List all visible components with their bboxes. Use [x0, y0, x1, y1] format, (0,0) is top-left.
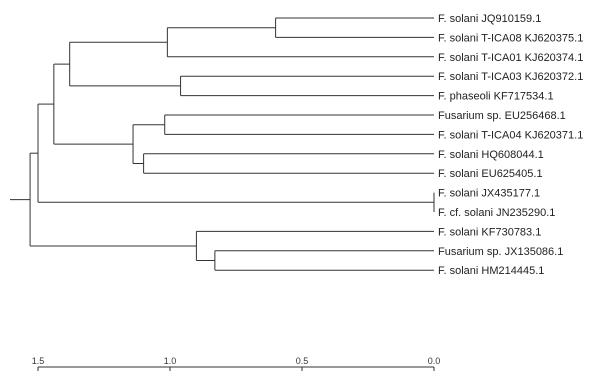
leaf-label: F. solani T-ICA01 KJ620374.1: [438, 52, 583, 64]
scale-tick-label: 0.0: [428, 356, 441, 366]
leaf-label: F. solani T-ICA08 KJ620375.1: [438, 32, 583, 44]
leaf-label: F. solani T-ICA03 KJ620372.1: [438, 71, 583, 83]
leaf-label: F. phaseoli KF717534.1: [438, 91, 554, 103]
scale-tick-label: 1.5: [32, 356, 45, 366]
leaf-label: F. solani HQ608044.1: [438, 149, 544, 161]
leaf-label: F. solani HM214445.1: [438, 265, 544, 277]
leaf-label: Fusarium sp. EU256468.1: [438, 110, 566, 122]
leaf-label: F. solani JX435177.1: [438, 188, 540, 200]
leaf-label: F. cf. solani JN235290.1: [438, 207, 555, 219]
leaf-label: F. solani EU625405.1: [438, 168, 543, 180]
scale-tick-label: 1.0: [164, 356, 177, 366]
scale-tick-label: 0.5: [296, 356, 309, 366]
leaf-label: F. solani KF730783.1: [438, 226, 541, 238]
leaf-label: F. solani T-ICA04 KJ620371.1: [438, 129, 583, 141]
leaf-label: Fusarium sp. JX135086.1: [438, 246, 563, 258]
leaf-label: F. solani JQ910159.1: [438, 13, 541, 25]
